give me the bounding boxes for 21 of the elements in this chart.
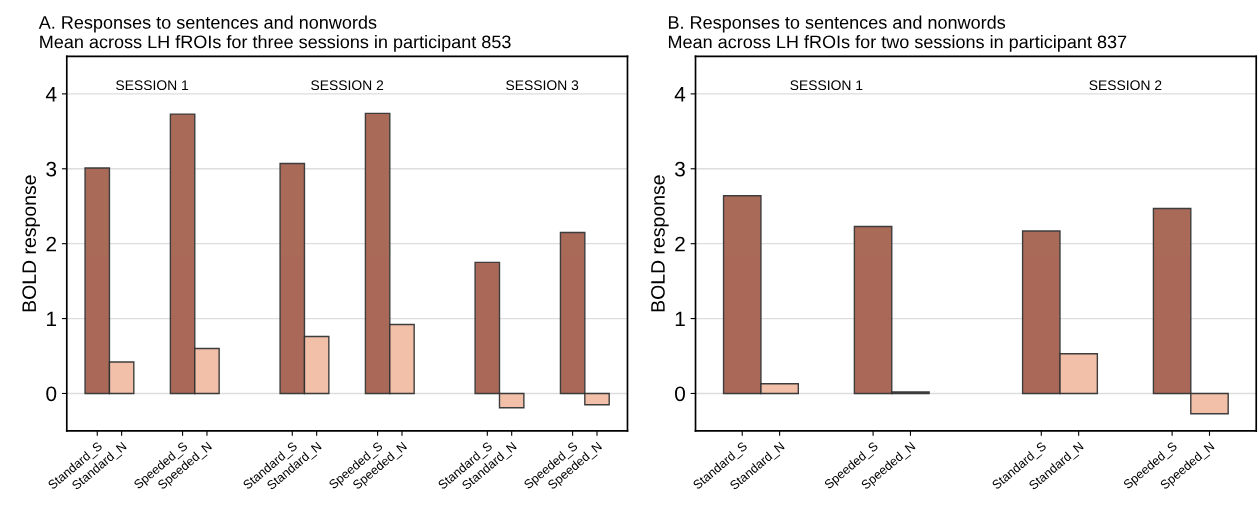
chart-title: B. Responses to sentences and nonwords (668, 15, 1006, 33)
y-tick-label: 1 (675, 311, 685, 327)
y-axis-title: BOLD response (22, 175, 40, 312)
y-tick-label: 2 (675, 236, 685, 252)
y-tick-label: 1 (47, 311, 57, 327)
y-axis-title: BOLD response (651, 175, 669, 312)
annotation: SESSION 3 (506, 80, 579, 91)
y-tick-label: 4 (45, 87, 57, 102)
annotation: SESSION 2 (311, 80, 384, 91)
y-tick-label: 0 (46, 386, 57, 402)
y-tick-label: 3 (46, 161, 57, 177)
chart-subtitle: Mean across LH fROIs for two sessions in participant 837 (668, 35, 1127, 52)
y-tick-label: 3 (675, 161, 685, 177)
y-tick-label: 0 (675, 386, 685, 402)
annotation: SESSION 1 (116, 80, 189, 91)
chart-subtitle: Mean across LH fROIs for three sessions in participant 853 (40, 35, 511, 52)
y-tick-label: 2 (46, 236, 57, 252)
annotation: SESSION 2 (1089, 80, 1162, 91)
y-tick-label: 4 (674, 87, 686, 102)
annotation: SESSION 1 (790, 80, 863, 91)
chart-title: A. Responses to sentences and nonwords (38, 15, 377, 33)
